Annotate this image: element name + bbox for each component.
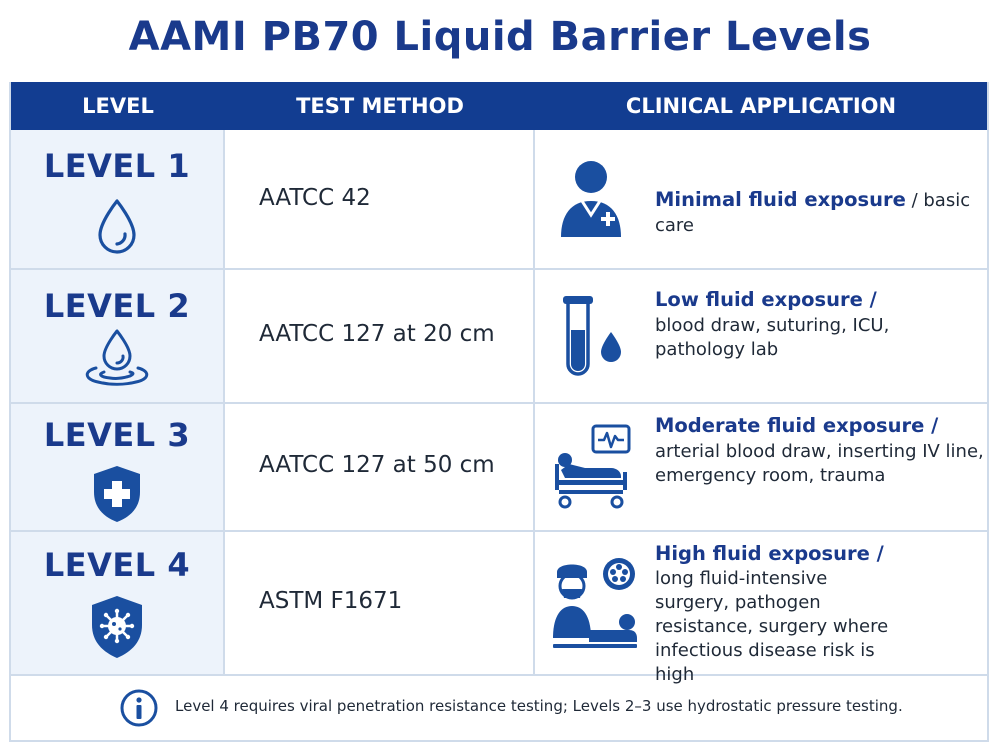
table-row-level-1: LEVEL 1 AATCC 42 Minimal fluid exposure … <box>11 130 987 270</box>
test-method-text: AATCC 127 at 50 cm <box>259 452 495 478</box>
page-title: AAMI PB70 Liquid Barrier Levels <box>128 14 872 60</box>
test-method-cell: AATCC 127 at 50 cm <box>225 404 535 530</box>
patient-bed-monitor-icon <box>555 424 631 509</box>
clinical-application-cell: Minimal fluid exposure / basic care <box>535 130 987 268</box>
exposure-level: High fluid exposure <box>655 542 870 565</box>
level-cell: LEVEL 3 <box>11 404 225 530</box>
test-method-cell: ASTM F1671 <box>225 532 535 674</box>
info-icon <box>120 689 158 727</box>
application-detail: long fluid-intensive surgery, pathogen r… <box>655 568 889 685</box>
test-method-text: ASTM F1671 <box>259 588 403 614</box>
header-clinical-application: CLINICAL APPLICATION <box>625 94 897 118</box>
footnote-text: Level 4 requires viral penetration resis… <box>175 697 903 715</box>
clinical-application-text: Moderate fluid exposure / arterial blood… <box>655 414 985 489</box>
clinical-application-cell: High fluid exposure / long fluid-intensi… <box>535 532 987 685</box>
level-cell: LEVEL 2 <box>11 270 225 402</box>
test-method-text: AATCC 127 at 20 cm <box>259 321 495 347</box>
footnote: Level 4 requires viral penetration resis… <box>11 676 987 740</box>
barrier-levels-table: LEVEL TEST METHOD CLINICAL APPLICATION L… <box>9 82 989 742</box>
level-label: LEVEL 4 <box>43 546 191 584</box>
exposure-level: Low fluid exposure <box>655 288 863 311</box>
header-test-method: TEST METHOD <box>296 94 464 118</box>
separator-slash: / <box>862 288 877 311</box>
exposure-level: Moderate fluid exposure <box>655 414 925 437</box>
table-row-level-4: LEVEL 4 <box>11 532 987 685</box>
exposure-level: Minimal fluid exposure <box>655 188 906 211</box>
test-method-text: AATCC 42 <box>259 185 371 211</box>
clinical-application-cell: Low fluid exposure / blood draw, suturin… <box>535 270 987 402</box>
application-detail: blood draw, suturing, ICU, pathology lab <box>655 314 890 361</box>
level-label: LEVEL 2 <box>43 287 191 325</box>
clinical-application-text: Low fluid exposure / blood draw, suturin… <box>655 288 985 363</box>
shield-cross-icon <box>94 466 140 522</box>
header-level: LEVEL <box>82 94 154 118</box>
test-tube-blood-icon <box>563 296 621 376</box>
application-detail: arterial blood draw, inserting IV line, … <box>655 440 984 487</box>
level-cell: LEVEL 1 <box>11 130 225 268</box>
application-detail: / basic care <box>655 190 971 236</box>
drop-splash-icon <box>85 329 149 386</box>
test-method-cell: AATCC 42 <box>225 130 535 268</box>
level-cell: LEVEL 4 <box>11 532 225 674</box>
clinical-application-text: Minimal fluid exposure / basic care <box>655 188 995 238</box>
level-label: LEVEL 3 <box>43 416 191 454</box>
level-label: LEVEL 1 <box>43 147 191 185</box>
table-header: LEVEL TEST METHOD CLINICAL APPLICATION <box>11 82 987 130</box>
table-row-level-2: LEVEL 2 AATCC 127 at 20 cm Low fluid exp… <box>11 270 987 404</box>
separator-slash: / <box>869 542 884 565</box>
shield-virus-icon <box>92 596 142 658</box>
clinical-application-text: High fluid exposure / long fluid-intensi… <box>655 542 985 687</box>
surgeon-operating-icon <box>553 558 637 648</box>
clinical-application-cell: Moderate fluid exposure / arterial blood… <box>535 404 987 530</box>
water-drop-icon <box>98 199 136 254</box>
table-row-level-3: LEVEL 3 AATCC 127 at 50 cm <box>11 404 987 532</box>
healthcare-worker-icon <box>561 161 621 237</box>
separator-slash: / <box>924 414 939 437</box>
test-method-cell: AATCC 127 at 20 cm <box>225 270 535 402</box>
